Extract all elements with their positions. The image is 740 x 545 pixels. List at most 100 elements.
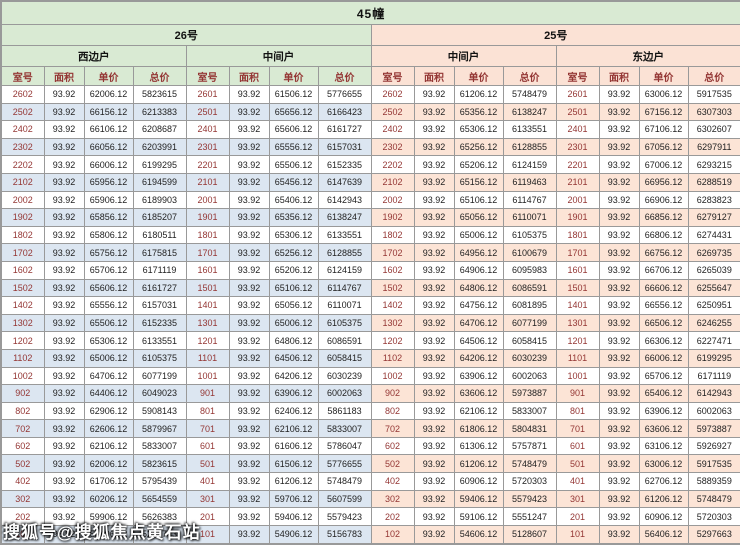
unit-price-cell: 65556.12 [83,296,134,315]
area-cell: 93.92 [43,85,85,104]
area-cell: 93.92 [598,190,640,210]
room-cell: 2601 [185,85,230,104]
area-cell: 93.92 [413,454,455,474]
total-price-cell: 5551247 [502,507,557,526]
area-cell: 93.92 [228,260,270,280]
unit-price-cell: 61206.12 [268,472,319,491]
room-cell: 202 [0,507,45,526]
unit-price-cell: 65406.12 [638,384,689,403]
total-price-cell: 5795439 [132,472,187,491]
room-cell: 701 [185,419,230,438]
area-cell: 93.92 [413,384,455,403]
unit-price-cell: 67106.12 [638,120,689,139]
room-cell: 1502 [370,278,415,298]
room-cell: 702 [0,419,45,438]
unit-price-cell: 65606.12 [83,278,134,298]
area-cell: 93.92 [43,172,85,192]
total-price-cell: 5128607 [502,524,557,545]
area-cell: 93.92 [413,172,455,192]
total-price-cell: 6081895 [502,296,557,315]
room-cell: 1902 [370,208,415,227]
col-header-total-price: 总价 [317,66,372,86]
area-cell: 93.92 [413,348,455,368]
total-price-cell: 5861183 [317,401,372,421]
unit-price-cell: 65756.12 [83,243,134,262]
unit-price-cell: 65706.12 [83,260,134,280]
total-price-cell: 6180511 [132,225,187,245]
area-cell: 93.92 [598,313,640,333]
col-header-unit-price: 单价 [83,66,134,86]
total-price-cell: 6142943 [317,190,372,210]
room-cell: 2202 [370,155,415,174]
area-cell: 93.92 [228,190,270,210]
area-cell: 93.92 [413,137,455,157]
total-price-cell: 6114767 [317,278,372,298]
unit-price-cell: 62106.12 [268,419,319,438]
area-cell: 93.92 [228,524,270,545]
room-cell: 1901 [185,208,230,227]
total-price-cell: 6110071 [317,296,372,315]
area-cell: 93.92 [413,472,455,491]
area-cell: 93.92 [43,384,85,403]
area-cell: 93.92 [43,472,85,491]
area-cell: 93.92 [598,85,640,104]
total-price-cell: 6105375 [502,225,557,245]
total-price-cell: 6058415 [317,348,372,368]
area-cell: 93.92 [598,296,640,315]
area-cell: 93.92 [598,401,640,421]
room-cell: 101 [185,524,230,545]
unit-price-cell: 65506.12 [83,313,134,333]
total-price-cell: 5203743 [132,524,187,545]
area-cell: 93.92 [598,348,640,368]
area-cell: 93.92 [413,260,455,280]
col-header-area: 面积 [228,66,270,86]
table-title-row: 45幢 [0,0,740,25]
room-cell: 2601 [555,85,600,104]
area-cell: 93.92 [598,102,640,122]
total-price-cell: 6194599 [132,172,187,192]
unit-price-cell: 61206.12 [638,489,689,509]
unit-price-cell: 65456.12 [268,172,319,192]
room-cell: 1301 [555,313,600,333]
area-cell: 93.92 [598,243,640,262]
unit-price-cell: 62106.12 [453,401,504,421]
table-row: 502 93.92 62006.12 5823615 501 93.92 61506.12 5… [0,454,740,474]
total-price-cell: 6213383 [132,102,187,122]
unit-price-cell: 66756.12 [638,243,689,262]
room-cell: 1301 [185,313,230,333]
area-cell: 93.92 [413,296,455,315]
unit-price-cell: 66806.12 [638,225,689,245]
room-cell: 102 [370,524,415,545]
total-price-cell: 6203991 [132,137,187,157]
room-cell: 2101 [185,172,230,192]
unit-price-cell: 65406.12 [268,190,319,210]
unit-price-cell: 63906.12 [268,384,319,403]
room-cell: 101 [555,524,600,545]
total-price-cell: 6171119 [132,260,187,280]
unit-price-cell: 64906.12 [453,260,504,280]
total-price-cell: 5720303 [687,507,740,526]
area-cell: 93.92 [413,225,455,245]
room-cell: 402 [0,472,45,491]
room-cell: 601 [185,436,230,456]
area-cell: 93.92 [43,260,85,280]
area-cell: 93.92 [228,384,270,403]
area-cell: 93.92 [413,419,455,438]
unit-price-cell: 62406.12 [268,401,319,421]
unit-price-cell: 65506.12 [268,155,319,174]
total-price-cell: 6185207 [132,208,187,227]
table-row: 1702 93.92 65756.12 6175815 1701 93.92 65256.1… [0,243,740,262]
area-cell: 93.92 [598,454,640,474]
room-cell: 1401 [555,296,600,315]
unit-price-cell: 66956.12 [638,172,689,192]
area-cell: 93.92 [413,120,455,139]
unit-price-cell: 61306.12 [453,436,504,456]
room-cell: 802 [0,401,45,421]
col-header-room: 室号 [0,66,45,86]
total-price-cell: 6110071 [502,208,557,227]
room-cell: 902 [370,384,415,403]
room-cell: 702 [370,419,415,438]
room-cell: 1501 [555,278,600,298]
area-cell: 93.92 [598,278,640,298]
